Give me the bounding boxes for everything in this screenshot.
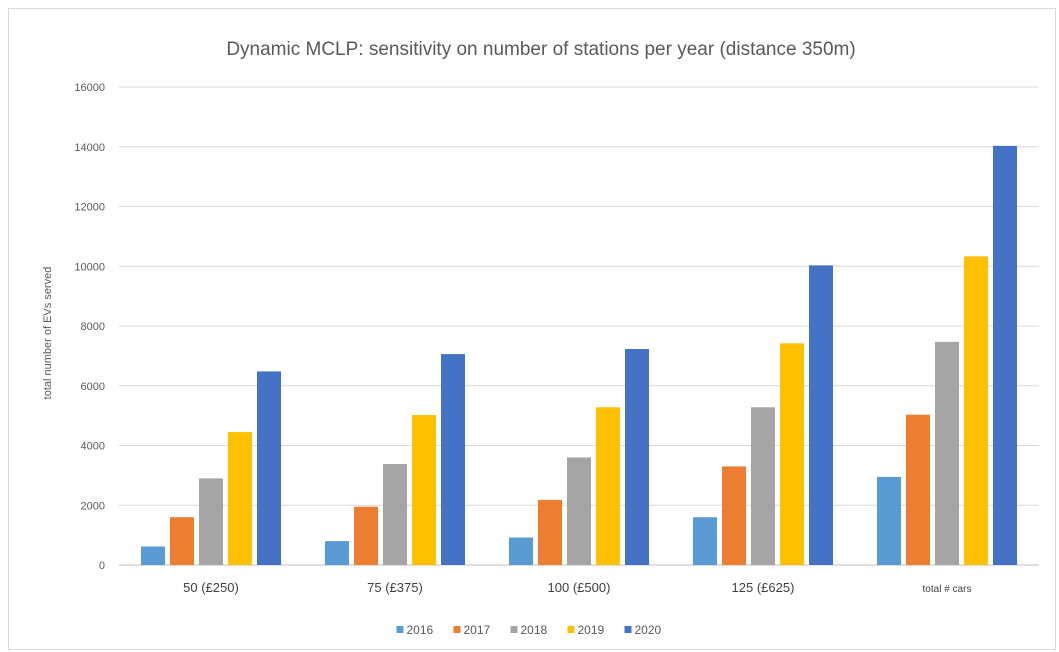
legend-label-2018: 2018 — [521, 623, 548, 637]
legend-swatch-2016 — [396, 626, 404, 633]
y-tick-label: 4000 — [81, 441, 105, 453]
bar-2017 — [538, 499, 562, 565]
bar-2016 — [509, 537, 533, 565]
legend-label-2016: 2016 — [407, 623, 434, 637]
bar-2017 — [170, 517, 194, 565]
bar-2018 — [383, 464, 407, 565]
y-axis-label: total number of EVs served — [42, 267, 54, 400]
y-tick-label: 14000 — [74, 142, 105, 154]
bar-2019 — [228, 432, 252, 565]
bar-2016 — [693, 517, 717, 565]
chart-frame: Dynamic MCLP: sensitivity on number of s… — [8, 8, 1056, 650]
bar-2018 — [567, 457, 591, 565]
bar-2017 — [354, 506, 378, 565]
y-tick-label: 8000 — [81, 321, 105, 333]
legend-swatch-2017 — [453, 626, 461, 633]
bar-2019 — [596, 407, 620, 565]
legend-swatch-2020 — [624, 626, 632, 633]
bar-2017 — [722, 466, 746, 565]
bar-2020 — [441, 354, 465, 565]
y-tick-label: 6000 — [81, 381, 105, 393]
bar-2019 — [780, 343, 804, 565]
bar-2016 — [325, 541, 349, 565]
x-category-label: 50 (£250) — [183, 580, 239, 595]
bar-2018 — [935, 341, 959, 565]
chart: Dynamic MCLP: sensitivity on number of s… — [42, 39, 1039, 637]
bar-2017 — [906, 414, 930, 565]
legend-label-2019: 2019 — [578, 623, 605, 637]
x-category-label: 75 (£375) — [367, 580, 423, 595]
legend-swatch-2018 — [510, 626, 518, 633]
legend-swatch-2019 — [567, 626, 575, 633]
y-tick-label: 0 — [99, 560, 105, 572]
y-tick-label: 12000 — [74, 202, 105, 214]
bar-2020 — [993, 145, 1017, 565]
y-tick-label: 10000 — [74, 261, 105, 273]
x-category-label: 125 (£625) — [732, 580, 795, 595]
gridlines: 0 2000 4000 6000 8000 10000 12000 14000 16000 — [74, 82, 1039, 572]
legend: 2016 2017 2018 2019 2020 — [396, 623, 662, 637]
bar-2018 — [751, 407, 775, 565]
chart-title: Dynamic MCLP: sensitivity on number of s… — [226, 39, 855, 60]
category-labels: 50 (£250) 75 (£375) 100 (£500) 125 (£625) to… — [183, 580, 971, 595]
bar-2020 — [625, 349, 649, 565]
bar-2020 — [809, 265, 833, 565]
x-category-label: total # cars — [923, 584, 972, 595]
x-category-label: 100 (£500) — [548, 580, 611, 595]
bar-2018 — [199, 478, 223, 565]
bar-2016 — [141, 546, 165, 565]
legend-label-2020: 2020 — [635, 623, 662, 637]
y-tick-label: 2000 — [81, 500, 105, 512]
bar-2020 — [257, 371, 281, 565]
bar-2019 — [964, 256, 988, 565]
y-tick-label: 16000 — [74, 82, 105, 94]
bar-2019 — [412, 415, 436, 565]
bar-2016 — [877, 476, 901, 565]
bars — [141, 145, 1017, 565]
legend-label-2017: 2017 — [464, 623, 491, 637]
